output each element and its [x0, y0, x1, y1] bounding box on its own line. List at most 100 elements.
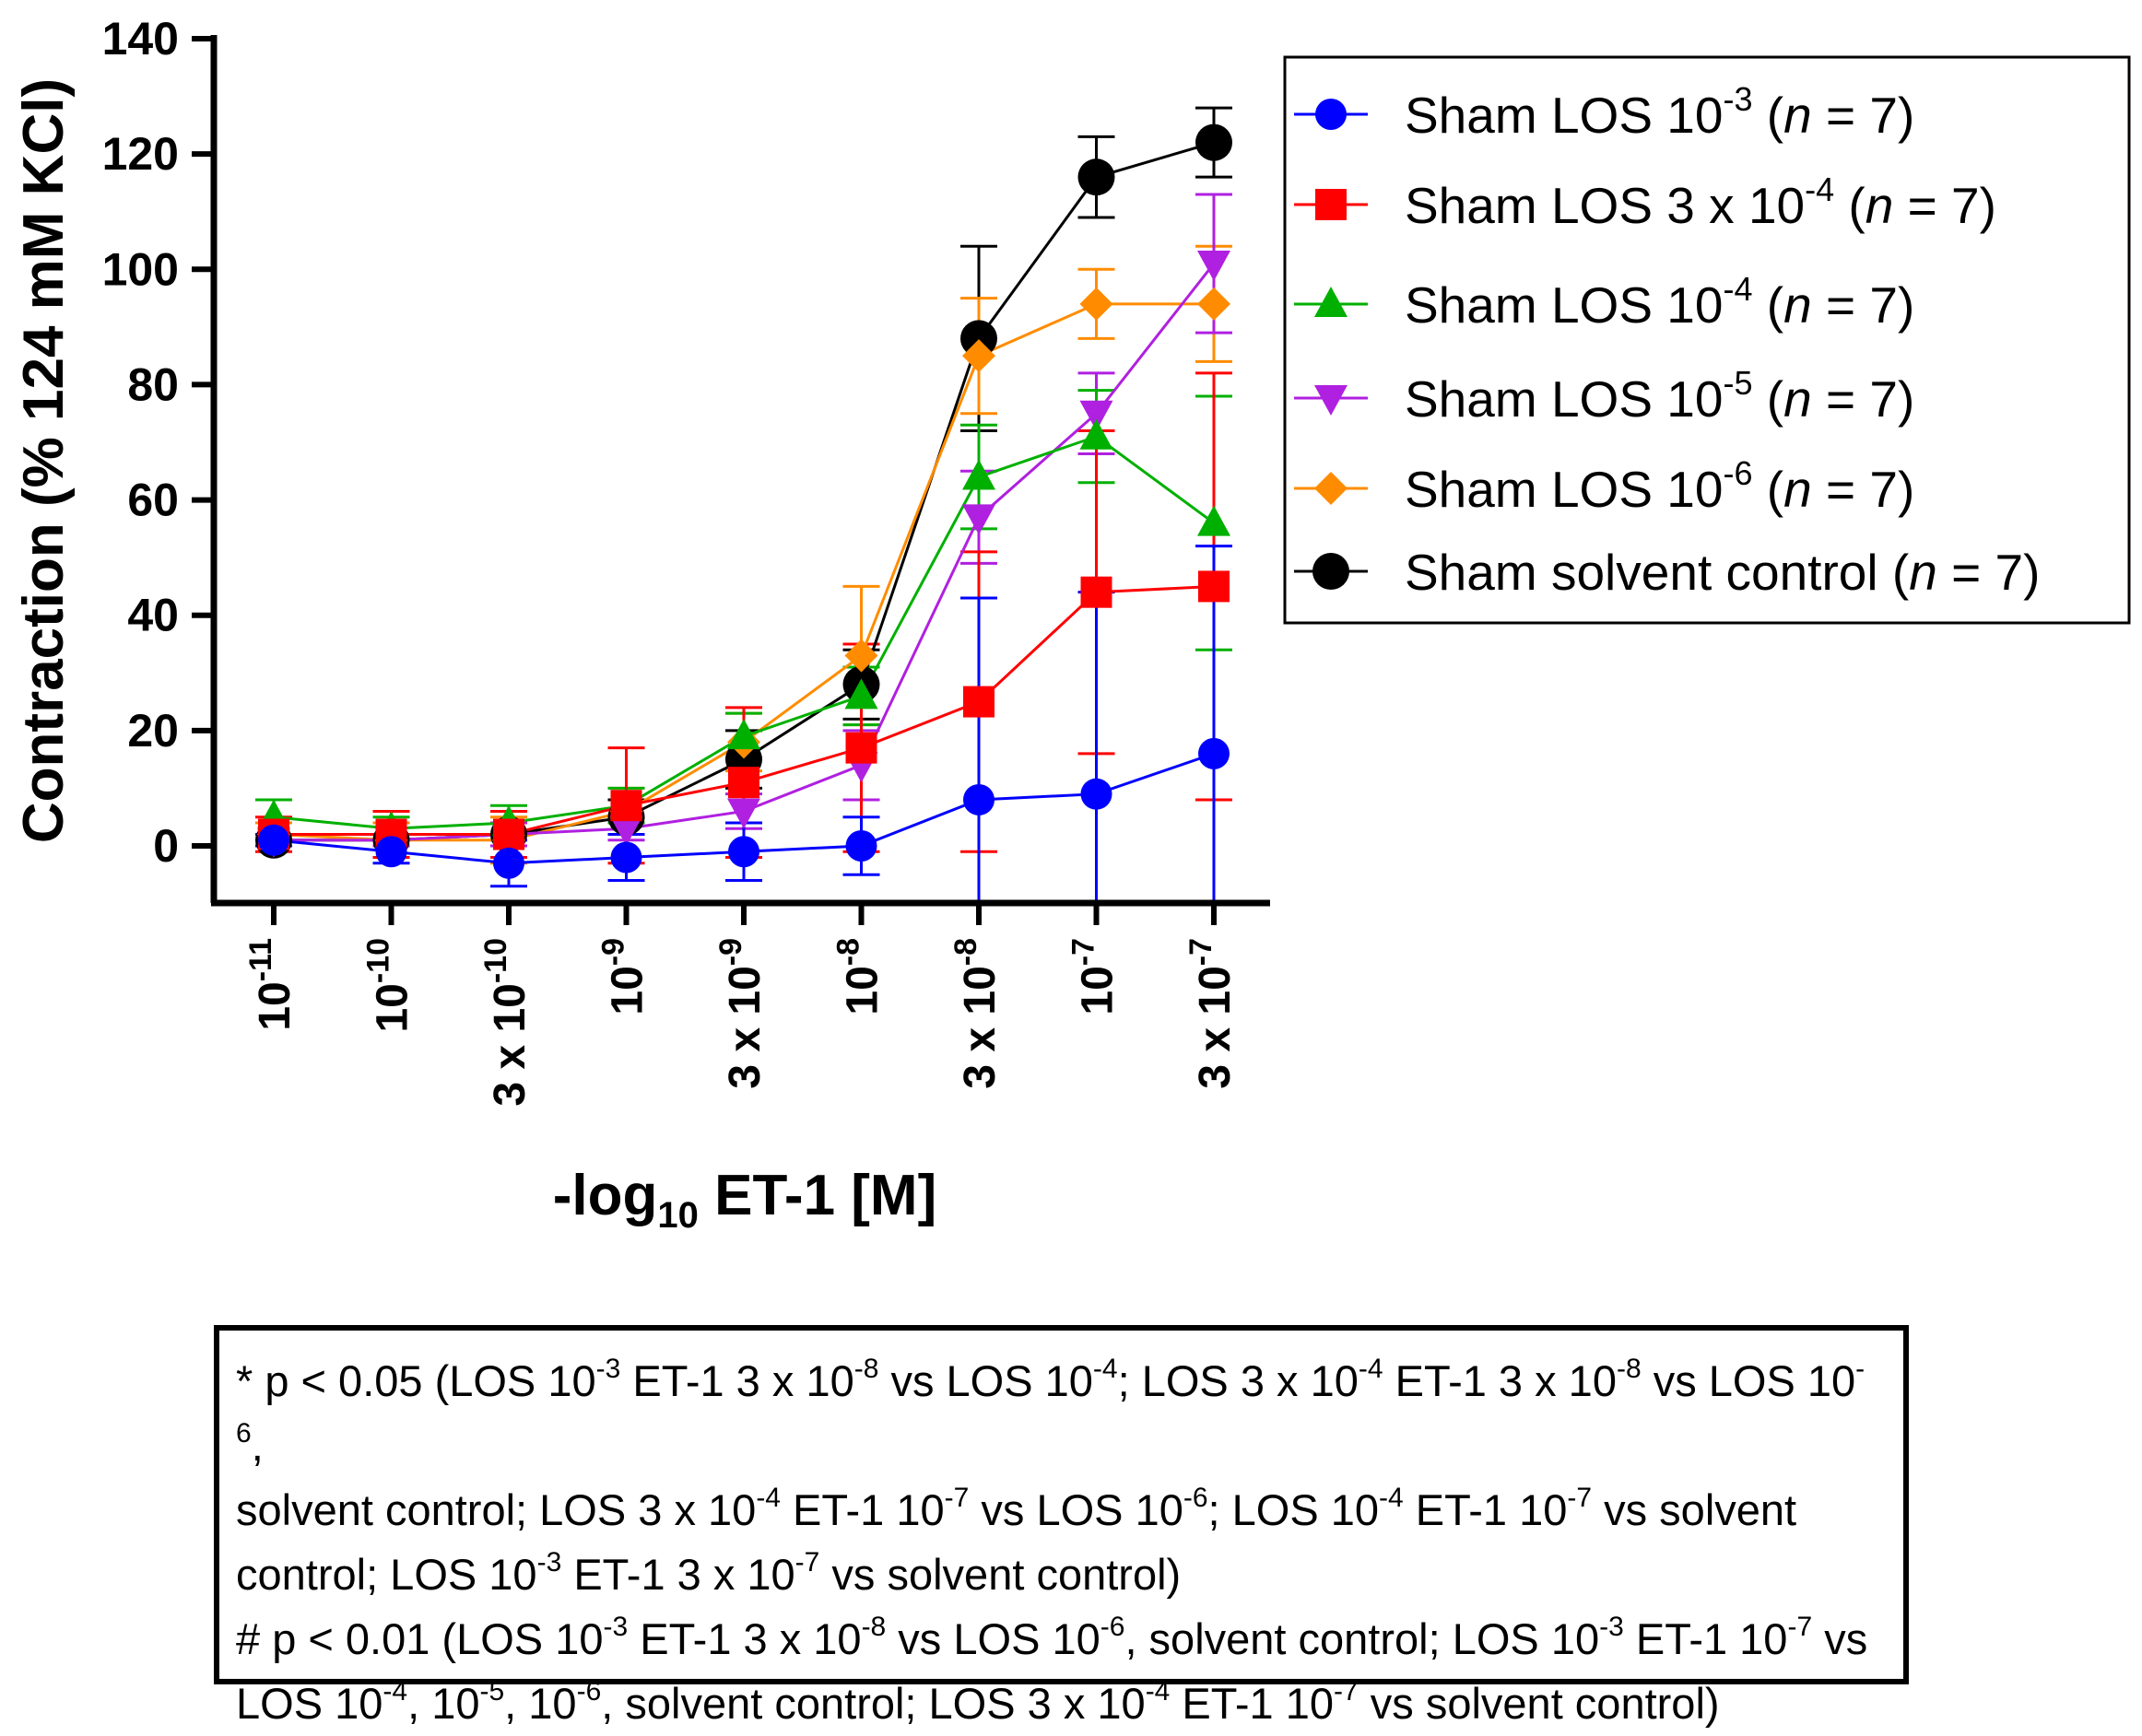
data-point: [610, 790, 642, 822]
legend-label-main: Sham LOS 10: [1405, 87, 1723, 144]
legend-box: [1283, 55, 2131, 625]
legend-label-main: Sham LOS 10: [1405, 461, 1723, 518]
legend-entry: Sham LOS 3 x 10-4 (n = 7): [1294, 170, 1996, 234]
legend-label-paren: (: [1752, 461, 1783, 518]
superscript: -3: [536, 1547, 562, 1578]
x-tick-label-text: 10-7: [1066, 938, 1123, 1015]
legend-entry: Sham LOS 10-5 (n = 7): [1294, 364, 1914, 428]
plot-area: [255, 106, 1232, 903]
series-markers: [258, 737, 1230, 879]
legend-marker: [1314, 385, 1348, 416]
x-tick-base: 10: [369, 983, 418, 1032]
x-tick-exponent: -10: [361, 938, 396, 983]
data-point: [1079, 400, 1113, 431]
data-point: [493, 847, 524, 879]
x-tick-label: 3 x 10-7: [1183, 938, 1240, 1089]
x-tick-base: 10: [839, 966, 888, 1015]
x-tick-label-text: 3 x 10-10: [478, 938, 535, 1107]
x-tick-base: 10: [1074, 966, 1123, 1015]
y-axis-title: Contraction (% 124 mM KCl): [12, 78, 76, 843]
data-point: [727, 719, 760, 750]
legend-label-count: = 7): [1812, 370, 1915, 428]
x-tick-label: 10-8: [831, 938, 888, 1015]
superscript: -5: [479, 1676, 505, 1707]
data-point: [727, 798, 760, 829]
legend-label-count: = 7): [1812, 276, 1915, 334]
x-tick-label: 10-7: [1066, 938, 1123, 1015]
x-tick-label: 10-11: [243, 938, 300, 1031]
x-tick-label: 3 x 10-9: [713, 938, 770, 1089]
superscript: -6: [1183, 1483, 1208, 1513]
data-point: [493, 818, 524, 850]
data-point: [728, 836, 759, 868]
data-point: [1197, 287, 1230, 321]
data-point: [728, 767, 759, 799]
data-point: [963, 783, 994, 815]
legend-entry: Sham LOS 10-6 (n = 7): [1294, 454, 1914, 518]
x-tick-label-text: 3 x 10-9: [713, 938, 770, 1089]
data-point: [844, 639, 878, 673]
x-tick-base: 10: [251, 981, 300, 1030]
legend-label-main: Sham LOS 3 x 10: [1405, 177, 1805, 234]
data-point: [1198, 570, 1230, 603]
legend-marker: [1312, 553, 1349, 590]
x-tick-label-text: 3 x 10-7: [1183, 938, 1240, 1089]
y-tick-label: 80: [127, 358, 179, 410]
superscript: -8: [853, 1354, 879, 1384]
x-tick-exponent: -9: [596, 938, 631, 966]
data-point: [1197, 505, 1230, 536]
x-tick-base: 3 x 10: [486, 983, 535, 1106]
data-point: [1198, 737, 1230, 769]
data-point: [258, 824, 289, 856]
legend-label-n: n: [1783, 276, 1812, 334]
data-point: [1079, 287, 1113, 321]
x-tick-base: 3 x 10: [721, 966, 770, 1088]
y-tick-label: 60: [127, 475, 179, 526]
legend-marker: [1314, 472, 1348, 505]
legend-label-count: = 7): [1937, 544, 2041, 601]
data-point: [1077, 158, 1115, 196]
legend-label-n: n: [1783, 461, 1812, 518]
x-tick-label: 10-9: [596, 938, 653, 1015]
x-tick-base: 10: [604, 966, 653, 1015]
superscript: -3: [603, 1612, 629, 1642]
y-tick-label: 140: [102, 13, 179, 65]
data-point: [845, 830, 877, 862]
data-point: [610, 841, 642, 874]
y-tick-label: 100: [102, 243, 179, 295]
legend-label-exponent: -5: [1723, 364, 1752, 402]
x-tick-base: 3 x 10: [1191, 966, 1240, 1088]
data-point: [1080, 778, 1112, 810]
legend-label-paren: (: [1752, 87, 1783, 144]
x-tick-label: 3 x 10-8: [948, 938, 1005, 1089]
legend: Sham LOS 10-3 (n = 7)Sham LOS 3 x 10-4 (…: [1283, 55, 2131, 625]
superscript: -6: [576, 1676, 602, 1707]
data-point: [1197, 251, 1230, 282]
legend-label-count: = 7): [1812, 87, 1915, 144]
legend-label-exponent: -4: [1805, 170, 1834, 208]
superscript: -3: [595, 1354, 621, 1384]
superscript: -7: [1334, 1676, 1359, 1707]
legend-marker: [1315, 99, 1347, 130]
x-tick-exponent: -11: [243, 938, 278, 981]
legend-label-exponent: -4: [1723, 270, 1752, 308]
legend-entry: Sham LOS 10-3 (n = 7): [1294, 80, 1914, 144]
superscript: -4: [1358, 1354, 1383, 1384]
y-tick-label: 40: [127, 590, 179, 641]
data-point: [963, 686, 994, 718]
superscript: -7: [944, 1483, 970, 1513]
superscript: -3: [1599, 1612, 1624, 1642]
legend-label: Sham LOS 10-3 (n = 7): [1405, 80, 1914, 144]
superscript: -7: [794, 1547, 820, 1578]
x-tick-exponent: -8: [831, 938, 866, 966]
x-tick-label-text: 10-11: [243, 938, 300, 1031]
note-line-5: LOS 10-4, 10-5, 10-6, solvent control; L…: [236, 1676, 1720, 1729]
significance-note: * p < 0.05 (LOS 10-3 ET-1 3 x 10-8 vs LO…: [214, 1325, 1909, 1728]
data-point: [962, 339, 995, 373]
legend-label: Sham LOS 10-6 (n = 7): [1405, 454, 1914, 518]
y-axis-title-text: Contraction (% 124 mM KCl): [12, 78, 76, 843]
data-point: [962, 504, 995, 535]
x-tick-label: 3 x 10-10: [478, 938, 535, 1107]
legend-label: Sham LOS 3 x 10-4 (n = 7): [1405, 170, 1996, 234]
